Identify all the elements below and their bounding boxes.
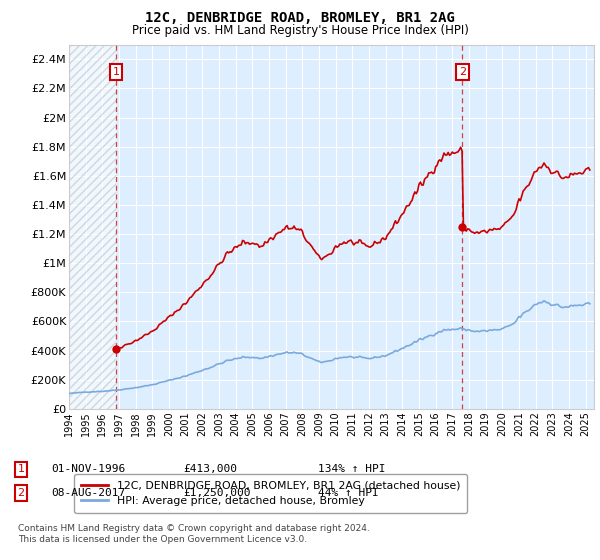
Legend: 12C, DENBRIDGE ROAD, BROMLEY, BR1 2AG (detached house), HPI: Average price, deta: 12C, DENBRIDGE ROAD, BROMLEY, BR1 2AG (d… [74,474,467,513]
Text: £1,250,000: £1,250,000 [183,488,251,498]
Text: 44% ↑ HPI: 44% ↑ HPI [318,488,379,498]
Text: £413,000: £413,000 [183,464,237,474]
Text: 1: 1 [17,464,25,474]
Text: This data is licensed under the Open Government Licence v3.0.: This data is licensed under the Open Gov… [18,535,307,544]
Text: 1: 1 [113,67,120,77]
Text: Contains HM Land Registry data © Crown copyright and database right 2024.: Contains HM Land Registry data © Crown c… [18,524,370,533]
Bar [69,45,116,409]
Text: 134% ↑ HPI: 134% ↑ HPI [318,464,386,474]
Text: Price paid vs. HM Land Registry's House Price Index (HPI): Price paid vs. HM Land Registry's House … [131,24,469,36]
Text: 08-AUG-2017: 08-AUG-2017 [51,488,125,498]
Text: 01-NOV-1996: 01-NOV-1996 [51,464,125,474]
Text: 2: 2 [459,67,466,77]
Text: 12C, DENBRIDGE ROAD, BROMLEY, BR1 2AG: 12C, DENBRIDGE ROAD, BROMLEY, BR1 2AG [145,11,455,25]
Text: 2: 2 [17,488,25,498]
